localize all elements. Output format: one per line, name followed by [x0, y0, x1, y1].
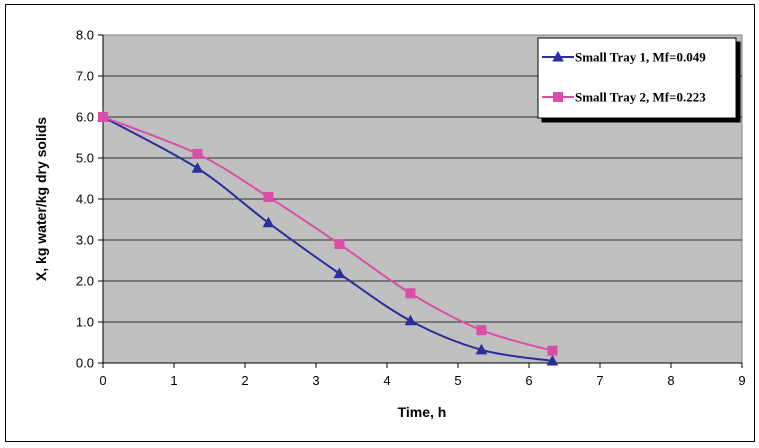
data-point — [404, 314, 417, 326]
y-tick-label: 7.0 — [76, 69, 94, 84]
y-tick-label: 3.0 — [76, 233, 94, 248]
legend-label: Small Tray 2, Mf=0.223 — [575, 90, 706, 105]
data-point — [263, 191, 274, 202]
tick-labels: 0.0 1.0 2.0 3.0 4.0 5.0 6.0 7.0 8.0 0 1 2 3 4 5 6 7 8 9 — [76, 28, 746, 389]
x-tick-label: 9 — [738, 373, 745, 388]
x-tick-label: 2 — [241, 373, 248, 388]
y-tick-label: 2.0 — [76, 274, 94, 289]
y-tick-label: 5.0 — [76, 151, 94, 166]
data-point — [547, 345, 558, 356]
data-point — [546, 354, 559, 366]
x-tick-label: 4 — [383, 373, 390, 388]
y-tick-label: 8.0 — [76, 28, 94, 43]
data-point — [98, 112, 108, 122]
data-point — [405, 288, 416, 299]
series-2 — [98, 112, 558, 356]
legend-marker — [552, 50, 564, 62]
axes — [98, 34, 743, 368]
grid-lines — [103, 75, 742, 323]
legend-entry: Small Tray 2, Mf=0.223 — [542, 90, 706, 105]
x-tick-label: 3 — [312, 373, 319, 388]
legend-box — [537, 37, 737, 119]
x-tick-label: 6 — [525, 373, 532, 388]
data-point — [192, 148, 203, 159]
data-point — [191, 162, 204, 173]
x-tick-label: 0 — [99, 373, 106, 388]
y-tick-label: 6.0 — [76, 110, 94, 125]
y-axis-title: X, kg water/kg dry solids — [33, 117, 49, 281]
x-tick-label: 7 — [596, 373, 603, 388]
x-tick-label: 1 — [170, 373, 177, 388]
legend-label: Small Tray 1, Mf=0.049 — [575, 50, 706, 65]
data-point — [262, 216, 275, 228]
data-point — [334, 239, 345, 250]
legend-marker — [553, 92, 563, 102]
x-tick-label: 8 — [667, 373, 674, 388]
x-tick-label: 5 — [454, 373, 461, 388]
data-point — [475, 343, 488, 355]
series-group — [97, 110, 559, 366]
legend-entry: Small Tray 1, Mf=0.049 — [542, 50, 706, 65]
y-tick-label: 0.0 — [76, 356, 94, 371]
x-axis-title: Time, h — [398, 404, 447, 420]
data-point — [476, 325, 487, 336]
data-point — [333, 267, 346, 279]
y-tick-label: 4.0 — [76, 192, 94, 207]
y-tick-label: 1.0 — [76, 315, 94, 330]
legend: Small Tray 1, Mf=0.049 Small Tray 2, Mf=0… — [537, 37, 737, 119]
